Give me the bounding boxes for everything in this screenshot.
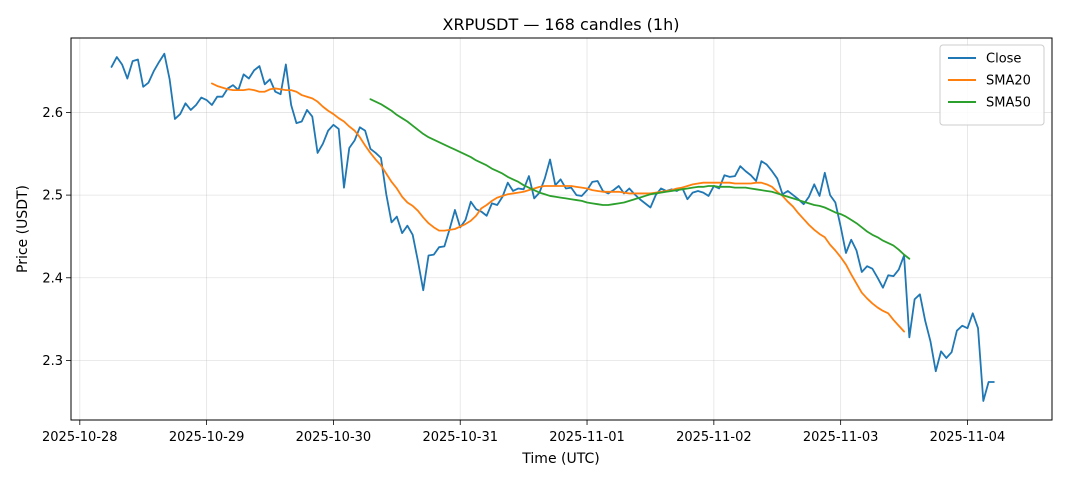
- x-tick-label: 2025-11-04: [930, 430, 1006, 445]
- x-tick-label: 2025-11-03: [803, 430, 879, 445]
- series-line-sma20: [210, 82, 905, 333]
- y-tick-label: 2.4: [42, 271, 63, 286]
- x-tick-label: 2025-11-02: [676, 430, 752, 445]
- x-tick-label: 2025-11-01: [549, 430, 625, 445]
- grid: [71, 38, 1052, 420]
- plot-frame: [70, 37, 1053, 421]
- plot-series: [110, 52, 995, 402]
- x-tick-label: 2025-10-31: [422, 430, 498, 445]
- legend-box: [939, 44, 1045, 126]
- y-axis: 2.3 2.4 2.5 2.6: [42, 106, 71, 369]
- y-axis-label: Price (USDT): [15, 185, 31, 273]
- legend: Close SMA20 SMA50: [939, 44, 1045, 126]
- x-tick-label: 2025-10-28: [42, 430, 118, 445]
- x-tick-label: 2025-10-30: [296, 430, 372, 445]
- legend-label: SMA20: [986, 74, 1031, 89]
- x-axis: 2025-10-28 2025-10-29 2025-10-30 2025-10-31…: [42, 420, 1005, 445]
- series-line-close: [110, 52, 995, 402]
- x-axis-label: Time (UTC): [521, 451, 599, 467]
- chart-title: XRPUSDT — 168 candles (1h): [443, 15, 680, 34]
- y-tick-label: 2.6: [42, 106, 63, 121]
- y-tick-label: 2.5: [42, 189, 63, 204]
- y-tick-label: 2.3: [42, 354, 63, 369]
- legend-label: SMA50: [986, 96, 1031, 111]
- x-tick-label: 2025-10-29: [169, 430, 245, 445]
- series-line-sma50: [369, 98, 911, 260]
- legend-label: Close: [986, 52, 1021, 67]
